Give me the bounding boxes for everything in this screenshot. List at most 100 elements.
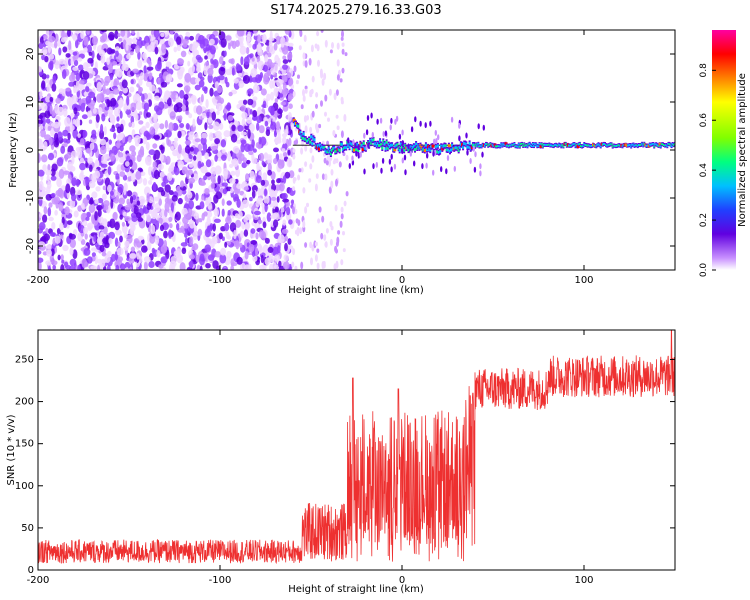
heatmap-cell xyxy=(258,152,265,162)
heatmap-cell xyxy=(316,144,319,148)
heatmap-cell xyxy=(242,193,247,199)
heatmap-cell xyxy=(284,30,290,35)
heatmap-cell xyxy=(464,142,467,145)
heatmap-cell xyxy=(266,70,272,77)
heatmap-cell xyxy=(481,151,484,158)
heatmap-cell xyxy=(413,160,416,167)
heatmap-cell xyxy=(264,120,269,127)
heatmap-cell xyxy=(292,118,296,122)
heatmap-cell xyxy=(264,188,268,197)
heatmap-cell xyxy=(475,143,478,146)
heatmap-cell xyxy=(45,227,49,234)
heatmap-cell xyxy=(491,143,494,146)
heatmap-cell xyxy=(236,183,243,190)
heatmap-cell xyxy=(663,144,665,146)
heatmap-cell xyxy=(309,241,313,249)
heatmap-cell xyxy=(292,176,296,184)
heatmap-cell xyxy=(281,192,288,200)
heatmap-cell xyxy=(251,189,256,199)
heatmap-cell xyxy=(264,237,270,244)
heatmap-cell xyxy=(329,49,333,54)
heatmap-cell xyxy=(342,248,346,253)
heatmap-cell xyxy=(258,136,262,145)
heatmap-cell xyxy=(274,137,279,145)
heatmap-cell xyxy=(151,217,157,225)
heatmap-cell xyxy=(557,144,560,147)
heatmap-cell xyxy=(87,110,93,118)
heatmap-cell xyxy=(86,67,94,73)
heatmap-cell xyxy=(359,151,362,158)
heatmap-cell xyxy=(137,59,143,69)
heatmap-cell xyxy=(232,146,240,154)
heatmap-cell xyxy=(244,250,249,260)
heatmap-cell xyxy=(303,137,306,141)
heatmap-cell xyxy=(450,116,454,123)
heatmap-cell xyxy=(655,143,658,146)
heatmap-cell xyxy=(109,73,114,81)
heatmap-cell xyxy=(512,144,515,147)
heatmap-cell xyxy=(598,144,601,147)
heatmap-cell xyxy=(61,30,65,39)
heatmap-cell xyxy=(340,130,344,138)
heatmap-cell xyxy=(196,151,202,160)
heatmap-cell xyxy=(177,160,184,169)
heatmap-cell xyxy=(304,206,308,214)
heatmap-cell xyxy=(500,143,503,146)
heatmap-cell xyxy=(132,68,139,74)
heatmap-cell xyxy=(320,232,324,240)
heatmap-cell xyxy=(204,55,208,60)
heatmap-cell xyxy=(305,139,308,143)
heatmap-cell xyxy=(323,72,327,81)
heatmap-cell xyxy=(387,143,390,147)
heatmap-cell xyxy=(292,148,296,153)
heatmap-cell xyxy=(630,145,633,148)
heatmap-cell xyxy=(311,110,315,118)
heatmap-cell xyxy=(324,111,327,117)
heatmap-cell xyxy=(244,124,251,130)
heatmap-cell xyxy=(282,55,287,61)
heatmap-cell xyxy=(110,198,114,209)
heatmap-cell xyxy=(125,267,129,270)
heatmap-cell xyxy=(99,244,105,253)
heatmap-cell xyxy=(514,145,517,148)
heatmap-cell xyxy=(324,241,328,248)
heatmap-cell xyxy=(340,206,344,213)
heatmap-cell xyxy=(294,265,298,270)
heatmap-cell xyxy=(131,215,138,223)
colorbar-tick-label: 0.8 xyxy=(699,63,709,78)
heatmap-cell xyxy=(74,86,80,92)
heatmap-cell xyxy=(308,178,312,183)
heatmap-cell xyxy=(153,154,157,161)
heatmap-cell xyxy=(168,37,174,47)
heatmap-cell xyxy=(174,137,179,142)
heatmap-cell xyxy=(432,169,435,176)
heatmap-cell xyxy=(87,157,93,164)
heatmap-cell xyxy=(115,229,122,236)
heatmap-cell xyxy=(487,144,490,147)
heatmap-cell xyxy=(164,119,169,129)
heatmap-cell xyxy=(266,93,271,102)
colorbar-tick-label: 0.2 xyxy=(699,213,709,227)
heatmap-cell xyxy=(38,169,45,177)
heatmap-cell xyxy=(138,111,143,116)
heatmap-cell xyxy=(247,98,254,106)
heatmap-cell xyxy=(59,189,65,199)
heatmap-cell xyxy=(134,135,141,145)
heatmap-cell xyxy=(411,146,414,149)
heatmap-cell xyxy=(267,52,272,58)
heatmap-cell xyxy=(393,163,397,170)
heatmap-cell xyxy=(106,47,113,55)
heatmap-cell xyxy=(296,123,299,127)
heatmap-cell xyxy=(300,261,304,270)
heatmap-cell xyxy=(158,101,165,110)
heatmap-cell xyxy=(54,59,60,70)
heatmap-cell xyxy=(209,87,214,97)
top-x-ticks: -200 -100 0 100 xyxy=(27,30,594,286)
heatmap-cell xyxy=(298,168,302,173)
heatmap-cell xyxy=(345,154,349,161)
heatmap-cell xyxy=(114,221,120,231)
heatmap-cell xyxy=(165,61,172,68)
heatmap-cell xyxy=(339,220,343,228)
heatmap-cell xyxy=(231,158,239,168)
heatmap-cell xyxy=(77,64,84,71)
